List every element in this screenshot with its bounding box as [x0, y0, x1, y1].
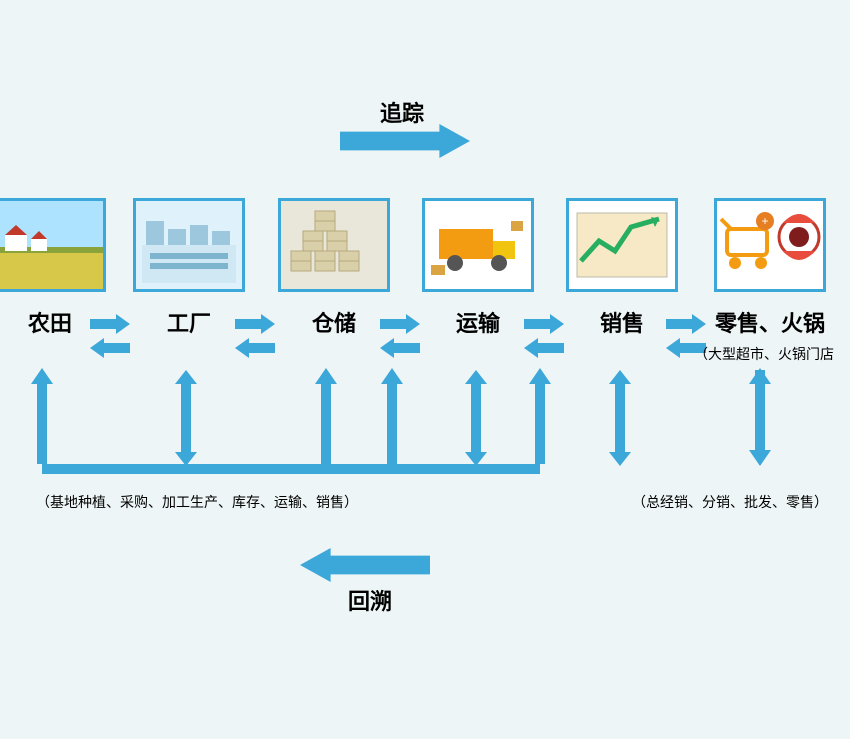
chain-fwd-3	[524, 319, 564, 329]
node-sales-tile	[566, 198, 678, 292]
node-transport: 运输	[422, 198, 534, 338]
node-transport-label: 运输	[422, 306, 534, 338]
node-transport-tile	[422, 198, 534, 292]
recall-label: 回溯	[348, 584, 392, 616]
retail-sublabel: （大型超市、火锅门店	[694, 344, 834, 364]
node-warehouse-tile	[278, 198, 390, 292]
double-arrow-2	[614, 370, 626, 466]
connector-left-label: （基地种植、采购、加工生产、库存、运输、销售）	[36, 492, 358, 512]
node-retail-label: 零售、火锅	[714, 306, 826, 338]
chain-back-2	[380, 343, 420, 353]
retail-icon: +	[717, 201, 823, 289]
svg-text:+: +	[761, 214, 768, 228]
node-sales-label: 销售	[566, 306, 678, 338]
track-arrow	[340, 124, 490, 169]
node-warehouse: 仓储	[278, 198, 390, 338]
canvas-bg	[0, 0, 850, 739]
transport-icon	[425, 201, 531, 289]
node-sales: 销售	[566, 198, 678, 338]
chain-back-0	[90, 343, 130, 353]
chain-fwd-2	[380, 319, 420, 329]
farm-icon	[0, 201, 103, 289]
node-retail: + 零售、火锅	[714, 198, 826, 338]
node-factory: 工厂	[133, 198, 245, 338]
node-retail-tile: +	[714, 198, 826, 292]
connector-right-label: （总经销、分销、批发、零售）	[632, 492, 828, 512]
node-factory-label: 工厂	[133, 306, 245, 338]
chain-fwd-0	[90, 319, 130, 329]
chain-back-1	[235, 343, 275, 353]
chain-back-3	[524, 343, 564, 353]
node-farm-tile	[0, 198, 106, 292]
node-farm: 农田	[0, 198, 106, 338]
double-arrow-0	[180, 370, 192, 466]
factory-icon	[136, 201, 242, 289]
chain-fwd-4	[666, 319, 706, 329]
chain-fwd-1	[235, 319, 275, 329]
node-factory-tile	[133, 198, 245, 292]
node-warehouse-label: 仓储	[278, 306, 390, 338]
sales-icon	[569, 201, 675, 289]
warehouse-icon	[281, 201, 387, 289]
double-arrow-1	[470, 370, 482, 466]
